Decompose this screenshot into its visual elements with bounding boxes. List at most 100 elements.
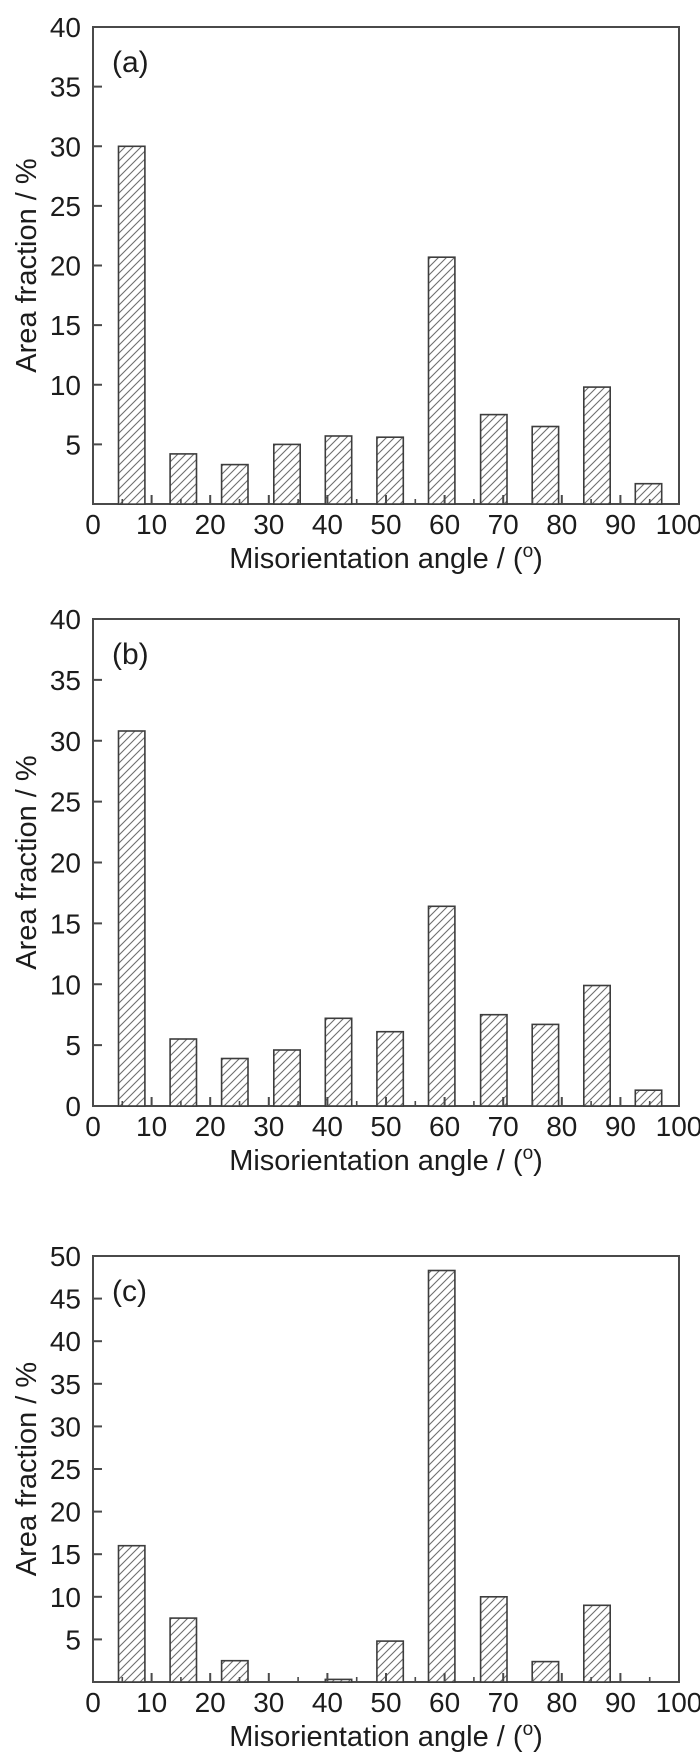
bar bbox=[582, 1604, 611, 1683]
x-axis-title: Misorientation angle / (o) bbox=[229, 1719, 543, 1753]
x-tick-label: 80 bbox=[546, 509, 577, 540]
bar bbox=[427, 1269, 456, 1683]
x-tick-label: 80 bbox=[546, 1111, 577, 1142]
bar bbox=[634, 482, 663, 505]
x-tick-label: 30 bbox=[253, 1111, 284, 1142]
x-tick-label: 40 bbox=[312, 1111, 343, 1142]
y-tick-label: 25 bbox=[50, 191, 81, 222]
x-tick-label: 0 bbox=[85, 1687, 101, 1718]
y-tick-label: 10 bbox=[50, 1582, 81, 1613]
bar bbox=[272, 443, 301, 505]
x-tick-label: 30 bbox=[253, 509, 284, 540]
panel-label: (a) bbox=[112, 46, 149, 79]
panel-label: (c) bbox=[112, 1275, 147, 1308]
x-tick-label: 20 bbox=[195, 1111, 226, 1142]
y-tick-label: 15 bbox=[50, 310, 81, 341]
x-tick-label: 60 bbox=[429, 1111, 460, 1142]
chart-b: 0 10 20 30 40 50 60 70 80 90 100 0 5 10 15 20 25 30 35 40 (b… bbox=[11, 604, 700, 1177]
x-tick-label: 100 bbox=[656, 509, 700, 540]
bar bbox=[427, 905, 456, 1107]
y-tick-label: 5 bbox=[65, 1030, 81, 1061]
bar bbox=[169, 453, 198, 505]
bar bbox=[272, 1049, 301, 1107]
chart-panel-b: 0 10 20 30 40 50 60 70 80 90 100 0 5 10 15 20 25 30 35 40 (b… bbox=[0, 578, 700, 1190]
bar bbox=[479, 413, 508, 505]
x-tick-label: 60 bbox=[429, 509, 460, 540]
x-tick-label: 10 bbox=[136, 1687, 167, 1718]
x-axis-title: Misorientation angle / (o) bbox=[229, 1143, 543, 1177]
y-tick-label: 10 bbox=[50, 370, 81, 401]
bar bbox=[169, 1038, 198, 1107]
y-tick-label: 50 bbox=[50, 1241, 81, 1272]
bar bbox=[427, 256, 456, 505]
x-axis-title: Misorientation angle / (o) bbox=[229, 541, 543, 575]
x-tick-label: 70 bbox=[488, 1111, 519, 1142]
x-tick-label: 80 bbox=[546, 1687, 577, 1718]
bar bbox=[376, 1640, 405, 1683]
bar bbox=[117, 145, 146, 505]
x-tick-label: 70 bbox=[488, 509, 519, 540]
bar bbox=[220, 1057, 249, 1107]
x-tick-label: 50 bbox=[370, 1687, 401, 1718]
y-tick-label: 15 bbox=[50, 908, 81, 939]
chart-panel-a: 0 10 20 30 40 50 60 70 80 90 100 5 10 15 20 25 30 35 40 (a)… bbox=[0, 0, 700, 578]
bar bbox=[324, 1017, 353, 1107]
y-tick-label: 35 bbox=[50, 1369, 81, 1400]
y-tick-label: 25 bbox=[50, 787, 81, 818]
bar bbox=[169, 1617, 198, 1683]
bar bbox=[376, 1030, 405, 1107]
x-tick-label: 70 bbox=[488, 1687, 519, 1718]
y-tick-label: 5 bbox=[65, 429, 81, 460]
x-tick-label: 20 bbox=[195, 509, 226, 540]
bar bbox=[479, 1595, 508, 1683]
chart-a: 0 10 20 30 40 50 60 70 80 90 100 5 10 15 20 25 30 35 40 (a)… bbox=[11, 12, 700, 575]
y-axis-title: Area fraction / % bbox=[11, 755, 43, 969]
y-tick-label: 20 bbox=[50, 1497, 81, 1528]
y-tick-label: 5 bbox=[65, 1624, 81, 1655]
x-tick-label: 10 bbox=[136, 509, 167, 540]
x-tick-label: 50 bbox=[370, 1111, 401, 1142]
y-tick-label: 0 bbox=[65, 1091, 81, 1122]
bar bbox=[582, 386, 611, 505]
y-tick-label: 35 bbox=[50, 665, 81, 696]
y-tick-label: 25 bbox=[50, 1454, 81, 1485]
bar bbox=[220, 463, 249, 505]
x-tick-label: 0 bbox=[85, 1111, 101, 1142]
bar bbox=[376, 436, 405, 505]
y-tick-label: 10 bbox=[50, 969, 81, 1000]
y-tick-label: 35 bbox=[50, 72, 81, 103]
y-tick-label: 45 bbox=[50, 1284, 81, 1315]
bar bbox=[324, 435, 353, 505]
bar bbox=[531, 1023, 560, 1107]
y-tick-label: 30 bbox=[50, 1411, 81, 1442]
y-tick-label: 40 bbox=[50, 12, 81, 43]
y-tick-label: 40 bbox=[50, 1326, 81, 1357]
chart-c: 0 10 20 30 40 50 60 70 80 90 100 5 10 15 20 25 30 35 40 45 5… bbox=[11, 1241, 700, 1753]
bar bbox=[531, 425, 560, 505]
bar bbox=[582, 984, 611, 1107]
x-tick-label: 100 bbox=[656, 1687, 700, 1718]
x-tick-label: 40 bbox=[312, 509, 343, 540]
y-tick-label: 15 bbox=[50, 1539, 81, 1570]
x-tick-label: 60 bbox=[429, 1687, 460, 1718]
x-tick-label: 100 bbox=[656, 1111, 700, 1142]
y-tick-label: 30 bbox=[50, 131, 81, 162]
panel-label: (b) bbox=[112, 638, 149, 671]
y-tick-label: 20 bbox=[50, 848, 81, 879]
bar bbox=[220, 1659, 249, 1683]
x-tick-label: 30 bbox=[253, 1687, 284, 1718]
bar bbox=[634, 1089, 663, 1107]
x-tick-label: 90 bbox=[605, 509, 636, 540]
y-axis-title: Area fraction / % bbox=[11, 1362, 43, 1576]
x-tick-label: 10 bbox=[136, 1111, 167, 1142]
y-tick-label: 30 bbox=[50, 726, 81, 757]
y-tick-label: 20 bbox=[50, 251, 81, 282]
bar bbox=[531, 1660, 560, 1683]
bar bbox=[479, 1013, 508, 1107]
bar bbox=[117, 730, 146, 1107]
x-tick-label: 0 bbox=[85, 509, 101, 540]
x-tick-label: 90 bbox=[605, 1111, 636, 1142]
y-tick-label: 40 bbox=[50, 604, 81, 635]
chart-panel-c: 0 10 20 30 40 50 60 70 80 90 100 5 10 15 20 25 30 35 40 45 5… bbox=[0, 1190, 700, 1758]
